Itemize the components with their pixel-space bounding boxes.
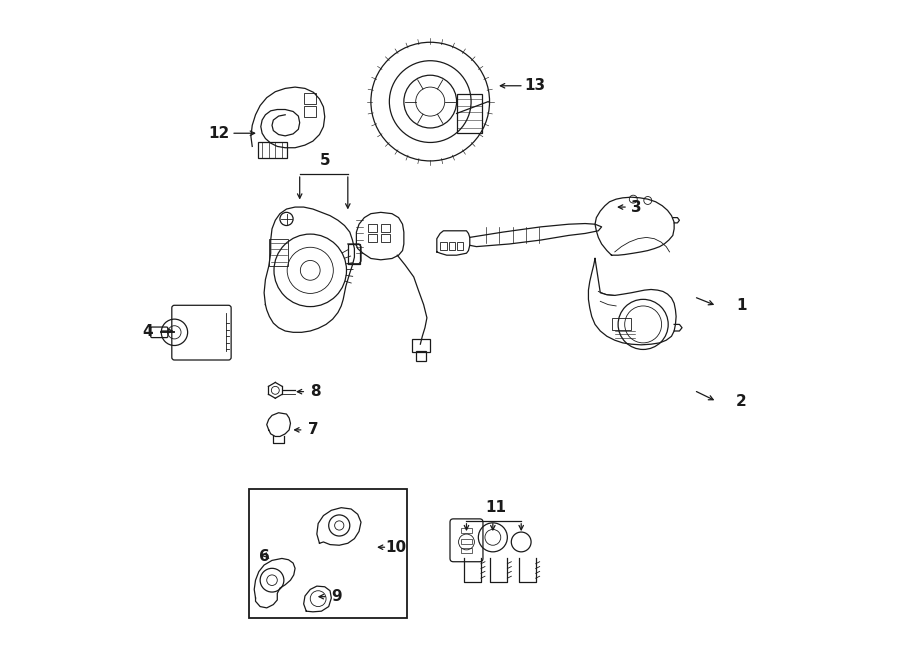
Text: 2: 2 (736, 394, 747, 409)
Bar (412, 339, 430, 352)
Text: 12: 12 (209, 126, 230, 141)
Text: 13: 13 (524, 78, 544, 93)
Text: 10: 10 (385, 540, 407, 555)
Bar (461, 528, 472, 534)
Text: 8: 8 (310, 384, 320, 399)
Bar (440, 242, 446, 250)
Bar (347, 244, 360, 263)
Text: 6: 6 (258, 549, 269, 564)
Bar (611, 318, 631, 330)
Bar (456, 242, 464, 250)
Text: 1: 1 (736, 299, 747, 313)
Bar (303, 106, 316, 117)
Bar (461, 539, 472, 544)
Bar (269, 239, 289, 266)
Text: 5: 5 (320, 154, 330, 168)
Text: 7: 7 (308, 422, 319, 438)
Bar (381, 234, 390, 242)
Bar (416, 351, 427, 361)
Bar (461, 548, 472, 553)
Text: 4: 4 (143, 324, 153, 338)
Bar (449, 242, 455, 250)
Text: 11: 11 (486, 500, 507, 515)
Bar (367, 224, 377, 232)
Bar (367, 234, 377, 242)
Bar (303, 93, 316, 103)
Bar (249, 489, 407, 618)
Bar (456, 94, 482, 133)
Bar (257, 142, 287, 158)
Bar (381, 224, 390, 232)
Text: 3: 3 (631, 199, 641, 214)
Text: 9: 9 (331, 589, 342, 604)
